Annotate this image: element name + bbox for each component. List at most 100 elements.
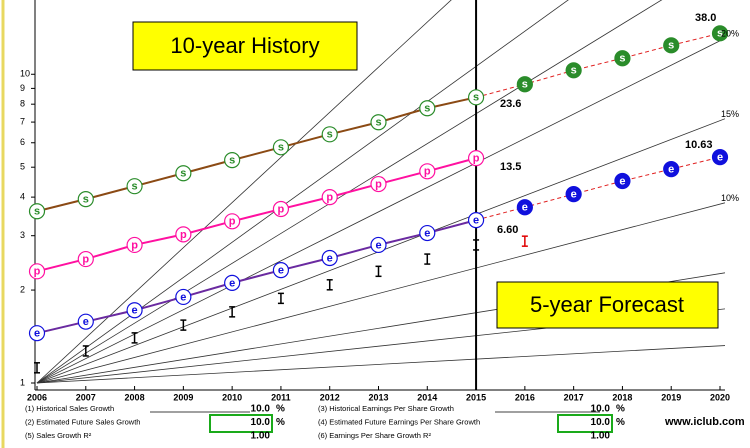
point-letter: s <box>375 117 381 129</box>
point-letter: s <box>278 142 284 154</box>
point-circle <box>419 100 436 117</box>
point: s <box>565 62 582 79</box>
point: s <box>321 126 338 143</box>
range-bar <box>375 265 382 278</box>
row-unit: % <box>616 404 625 415</box>
point-letter: s <box>327 129 333 141</box>
row-label: (6) Earnings Per Share Growth R² <box>318 431 431 440</box>
point-letter: s <box>668 40 674 52</box>
point: s <box>77 191 94 208</box>
point: s <box>272 139 290 156</box>
point-letter: e <box>375 239 381 251</box>
row-value: 10.0 <box>251 417 271 428</box>
growth-guide <box>36 345 725 384</box>
forecast-label: 5-year Forecast <box>530 292 684 317</box>
point: e <box>28 325 46 342</box>
point-letter: s <box>522 79 528 91</box>
point-letter: p <box>180 229 187 241</box>
point-circle <box>126 178 143 195</box>
y-tick-label: 7 <box>20 116 25 126</box>
point: e <box>272 262 290 279</box>
annotation: 38.0 <box>695 12 716 24</box>
point-circle <box>370 114 387 131</box>
point: p <box>370 175 387 193</box>
x-tick-label: 2014 <box>417 392 437 402</box>
point-circle <box>175 226 192 243</box>
point-circle <box>126 236 143 254</box>
point-circle <box>663 37 680 54</box>
point-letter: s <box>424 103 430 115</box>
point-letter: p <box>278 203 285 215</box>
point: p <box>272 200 290 218</box>
point: e <box>565 186 582 203</box>
point-circle <box>711 149 729 166</box>
row-label: (4) Estimated Future Earnings Per Share … <box>318 417 480 426</box>
point: s <box>516 76 533 93</box>
point-circle <box>272 200 290 218</box>
point-letter: e <box>132 305 138 317</box>
x-tick-label: 2007 <box>76 392 96 402</box>
point: p <box>321 189 338 206</box>
point-letter: p <box>375 178 382 190</box>
point: e <box>516 199 533 216</box>
growth-guide <box>36 37 725 384</box>
row-value: 10.0 <box>591 417 611 428</box>
point: e <box>77 313 94 330</box>
point-letter: p <box>424 166 431 178</box>
point-letter: e <box>668 164 674 176</box>
annotation: 6.60 <box>497 224 518 236</box>
row-label: (2) Estimated Future Sales Growth <box>25 417 140 426</box>
point-letter: s <box>619 53 625 65</box>
point: p <box>224 213 241 230</box>
point: e <box>175 288 192 306</box>
point-circle <box>467 89 485 106</box>
point-circle <box>175 288 192 306</box>
range-bar <box>277 292 284 305</box>
point-letter: e <box>571 189 577 201</box>
x-tick-label: 2019 <box>661 392 681 402</box>
point: p <box>467 150 485 167</box>
point-letter: s <box>571 65 577 77</box>
guide-label: 15% <box>721 109 739 119</box>
point-circle <box>272 139 290 156</box>
point-circle <box>419 163 436 180</box>
y-tick-label: 10 <box>20 69 30 79</box>
point: s <box>467 89 485 106</box>
point-circle <box>77 313 94 330</box>
point-circle <box>467 212 485 229</box>
site: www.iclub.com <box>664 416 745 428</box>
point-letter: e <box>34 328 40 340</box>
x-tick-label: 2008 <box>125 392 145 402</box>
point-letter: e <box>229 277 235 289</box>
x-tick-label: 2010 <box>222 392 242 402</box>
growth-guide <box>36 0 452 384</box>
point-letter: p <box>229 216 236 228</box>
input-box[interactable] <box>557 414 613 433</box>
point-circle <box>467 150 485 167</box>
point-circle <box>77 250 94 268</box>
forecast-line <box>475 156 721 221</box>
point-circle <box>224 213 241 230</box>
point-letter: p <box>131 239 138 251</box>
history-label: 10-year History <box>170 33 319 58</box>
point-letter: e <box>522 202 528 214</box>
point-letter: s <box>34 206 40 218</box>
point: e <box>321 249 338 267</box>
input-box[interactable] <box>209 414 273 433</box>
range-bar <box>473 239 480 251</box>
guide-label: 20% <box>721 29 739 39</box>
growth-guide <box>36 0 663 384</box>
point-letter: p <box>34 266 41 278</box>
point: p <box>175 226 192 243</box>
row-value: 10.0 <box>591 404 611 415</box>
x-tick-label: 2017 <box>564 392 584 402</box>
annotation: 10.63 <box>685 139 713 151</box>
point: p <box>77 250 94 268</box>
row-value: 1.00 <box>591 431 611 442</box>
x-tick-label: 2016 <box>515 392 535 402</box>
point-letter: s <box>180 168 186 180</box>
point-circle <box>126 302 143 319</box>
point-letter: e <box>473 215 479 227</box>
